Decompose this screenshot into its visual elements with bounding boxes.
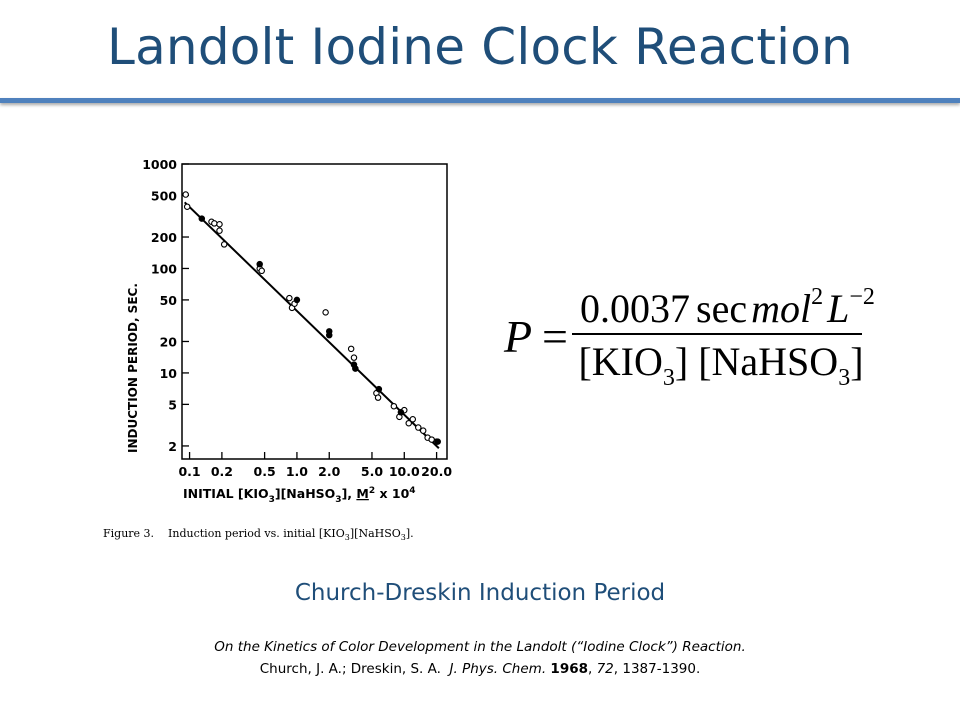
y-tick-label: 100: [151, 261, 177, 276]
induction-period-equation: P = 0.0037 sec mol2 L−2 [KIO3] [NaHSO3]: [500, 282, 875, 392]
open-data-point: [374, 394, 382, 401]
open-data-point: [182, 191, 189, 198]
y-tick-label: 20: [160, 334, 178, 349]
y-tick-label: 1000: [142, 157, 177, 172]
y-tick-label: 2: [168, 439, 177, 454]
filled-data-point: [325, 328, 333, 335]
x-tick-label: 1.0: [286, 464, 308, 479]
x-tick-label: 20.0: [421, 464, 452, 479]
slide-title: Landolt Iodine Clock Reaction: [107, 18, 853, 76]
filled-data-point: [256, 260, 263, 268]
y-axis-label: INDUCTION PERIOD, SEC.: [126, 283, 140, 453]
figure-caption: Figure 3. Induction period vs. initial [K…: [103, 527, 414, 542]
filled-data-point: [397, 409, 405, 416]
open-data-point: [415, 424, 422, 431]
induction-period-chart: 2 5 10 20 50 100 200 500 1000 0.1 0.2 0.5 1.0 2.0 5.0…: [103, 157, 452, 542]
y-tick-label: 200: [151, 230, 177, 245]
open-data-point: [211, 220, 218, 227]
open-data-point: [286, 294, 293, 302]
x-tick-label: 0.2: [211, 464, 233, 479]
x-tick-label: 0.1: [178, 464, 200, 479]
y-tick-label: 5: [168, 397, 177, 412]
title-divider: [0, 98, 960, 103]
open-data-point: [347, 345, 355, 353]
y-tick-label: 500: [151, 188, 177, 203]
y-tick-label: 50: [160, 293, 178, 308]
open-data-point: [390, 402, 398, 410]
filled-data-point: [375, 385, 383, 393]
chart-caption: Church-Dreskin Induction Period: [294, 580, 666, 606]
equation-equals: =: [542, 311, 568, 362]
filled-data-point: [352, 365, 359, 372]
open-data-point: [409, 416, 417, 423]
reference-title: On the Kinetics of Color Development in …: [214, 639, 746, 655]
equation-denominator: [KIO3] [NaHSO3]: [578, 339, 864, 391]
open-data-point: [405, 419, 412, 427]
x-axis-label: INITIAL [KIO3][NaHSO3], M2 x 104: [183, 486, 416, 505]
open-data-point: [350, 354, 358, 361]
x-tick-label: 2.0: [318, 464, 340, 479]
open-data-point: [419, 427, 427, 434]
open-data-point: [220, 241, 228, 248]
filled-data-point: [434, 438, 441, 445]
filled-data-point: [293, 296, 301, 304]
data-points: [182, 191, 441, 445]
equation-lhs: P: [504, 311, 533, 362]
open-data-point: [216, 227, 223, 234]
x-axis: 0.1 0.2 0.5 1.0 2.0 5.0 10.0 20.0: [178, 452, 452, 479]
reference-citation: Church, J. A.; Dreskin, S. A. J. Phys. C…: [259, 661, 701, 677]
equation-numerator: 0.0037 sec mol2 L−2: [580, 284, 875, 331]
open-data-point: [216, 221, 223, 228]
filled-data-point: [198, 215, 206, 222]
fraction-bar: [572, 333, 862, 335]
open-data-point: [258, 267, 265, 275]
plot-frame: [181, 163, 448, 460]
y-axis: 2 5 10 20 50 100 200 500 1000: [142, 157, 189, 454]
y-tick-label: 10: [160, 366, 178, 381]
x-tick-label: 0.5: [254, 464, 276, 479]
x-tick-label: 5.0: [361, 464, 383, 479]
open-data-point: [183, 203, 191, 210]
open-data-point: [322, 309, 329, 316]
x-tick-label: 10.0: [389, 464, 420, 479]
